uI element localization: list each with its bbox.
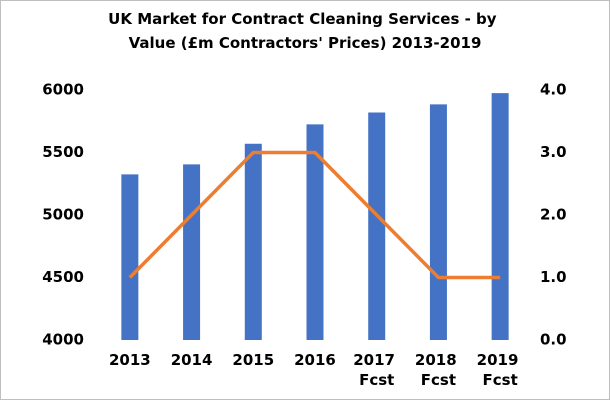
line [128,150,501,280]
x-tick-label: 2018 Fcst [415,351,462,389]
x-tick-label: 2014 [171,351,213,369]
x-tick-label: 2013 [109,351,151,369]
bar [183,164,201,340]
bar [121,174,139,340]
y2-tick-label: 3.0 [540,143,567,161]
bar [306,124,324,340]
x-tick-label: 2015 [232,351,274,369]
x-tick-label: 2017 Fcst [353,351,400,389]
y2-tick-label: 0.0 [540,331,567,349]
y-tick-label: 6000 [42,81,84,99]
bar [244,143,262,340]
y-tick-label: 4500 [42,268,84,286]
x-tick-label: 2019 Fcst [477,351,524,389]
y-tick-label: 5000 [42,206,84,224]
chart-title: UK Market for Contract Cleaning Services… [108,10,502,52]
y-tick-label: 4000 [42,331,84,349]
y2-tick-label: 2.0 [540,206,567,224]
bar [368,112,386,340]
bar [429,104,447,340]
y2-tick-label: 4.0 [540,81,567,99]
y-tick-label: 5500 [42,143,84,161]
bar [491,93,509,340]
x-tick-label: 2016 [294,351,336,369]
y2-tick-label: 1.0 [540,268,567,286]
